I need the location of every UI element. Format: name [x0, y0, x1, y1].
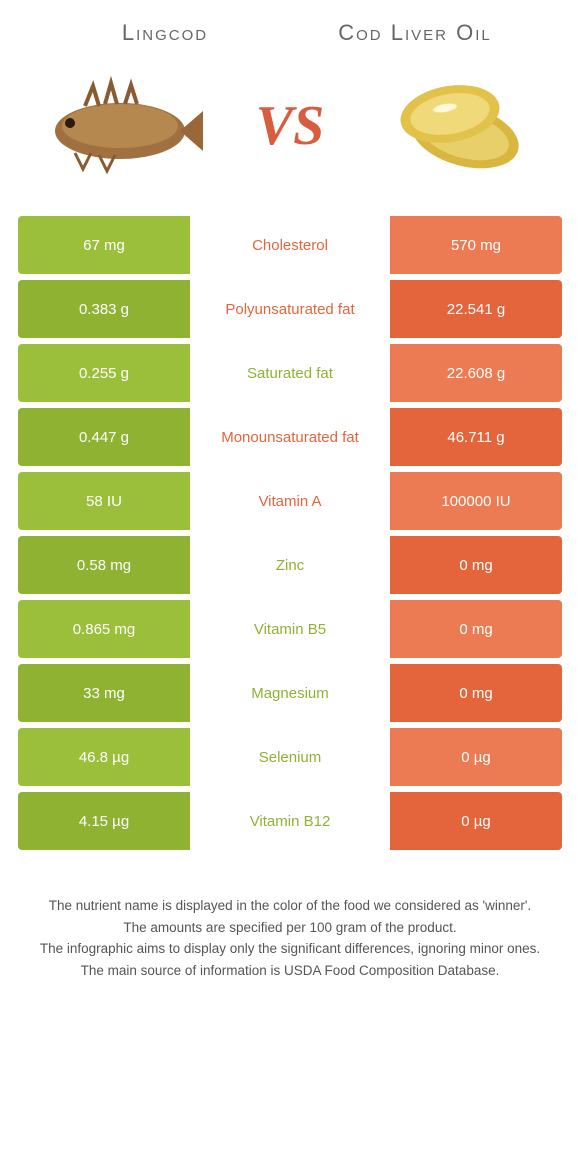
left-value: 0.383 g — [18, 280, 190, 338]
left-value: 33 mg — [18, 664, 190, 722]
nutrient-label: Zinc — [190, 536, 390, 594]
nutrient-label: Magnesium — [190, 664, 390, 722]
table-row: 33 mgMagnesium0 mg — [18, 664, 562, 722]
left-value: 0.447 g — [18, 408, 190, 466]
right-value: 22.541 g — [390, 280, 562, 338]
nutrient-label: Vitamin B5 — [190, 600, 390, 658]
table-row: 0.255 gSaturated fat22.608 g — [18, 344, 562, 402]
right-value: 0 mg — [390, 536, 562, 594]
right-food-title: Cod Liver Oil — [290, 20, 540, 46]
left-value: 67 mg — [18, 216, 190, 274]
note-line: The main source of information is USDA F… — [30, 961, 550, 981]
right-value: 0 mg — [390, 664, 562, 722]
vs-row: VS — [0, 56, 580, 216]
footer-notes: The nutrient name is displayed in the co… — [0, 856, 580, 1002]
note-line: The infographic aims to display only the… — [30, 939, 550, 959]
nutrient-label: Saturated fat — [190, 344, 390, 402]
left-value: 0.865 mg — [18, 600, 190, 658]
note-line: The nutrient name is displayed in the co… — [30, 896, 550, 916]
table-row: 0.383 gPolyunsaturated fat22.541 g — [18, 280, 562, 338]
right-value: 46.711 g — [390, 408, 562, 466]
left-value: 46.8 µg — [18, 728, 190, 786]
left-value: 58 IU — [18, 472, 190, 530]
comparison-table: 67 mgCholesterol570 mg 0.383 gPolyunsatur… — [0, 216, 580, 850]
nutrient-label: Selenium — [190, 728, 390, 786]
vs-text: VS — [256, 94, 325, 158]
table-row: 58 IUVitamin A100000 IU — [18, 472, 562, 530]
table-row: 0.58 mgZinc0 mg — [18, 536, 562, 594]
nutrient-label: Monounsaturated fat — [190, 408, 390, 466]
table-row: 0.865 mgVitamin B50 mg — [18, 600, 562, 658]
left-food-title: Lingcod — [40, 20, 290, 46]
nutrient-label: Vitamin A — [190, 472, 390, 530]
left-value: 0.58 mg — [18, 536, 190, 594]
left-food-image — [30, 56, 210, 196]
header: Lingcod Cod Liver Oil — [0, 0, 580, 56]
right-value: 0 µg — [390, 792, 562, 850]
nutrient-label: Polyunsaturated fat — [190, 280, 390, 338]
right-value: 22.608 g — [390, 344, 562, 402]
right-value: 570 mg — [390, 216, 562, 274]
right-value: 0 mg — [390, 600, 562, 658]
left-value: 4.15 µg — [18, 792, 190, 850]
table-row: 67 mgCholesterol570 mg — [18, 216, 562, 274]
nutrient-label: Cholesterol — [190, 216, 390, 274]
right-value: 0 µg — [390, 728, 562, 786]
table-row: 46.8 µgSelenium0 µg — [18, 728, 562, 786]
nutrient-label: Vitamin B12 — [190, 792, 390, 850]
right-value: 100000 IU — [390, 472, 562, 530]
note-line: The amounts are specified per 100 gram o… — [30, 918, 550, 938]
right-food-image — [370, 56, 550, 196]
left-value: 0.255 g — [18, 344, 190, 402]
table-row: 0.447 gMonounsaturated fat46.711 g — [18, 408, 562, 466]
table-row: 4.15 µgVitamin B120 µg — [18, 792, 562, 850]
